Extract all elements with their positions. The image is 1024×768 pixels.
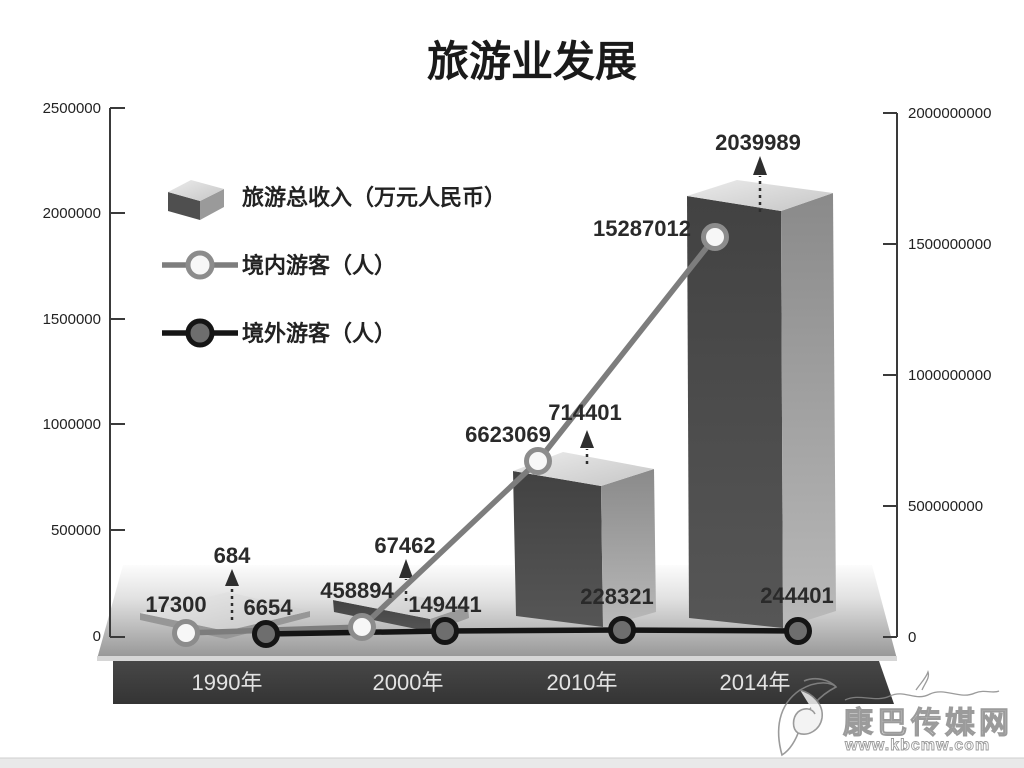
legend-bar-swatch-icon: [168, 180, 224, 220]
left-tick-1500000: 1500000: [43, 311, 101, 328]
right-axis: [883, 112, 898, 638]
bar-2000-top: [333, 588, 468, 619]
legend-foreign-marker-icon: [185, 318, 215, 348]
right-tick-0: 0: [908, 629, 916, 646]
foreign-label-2010: 228321: [580, 584, 653, 609]
domestic-label-2014: 15287012: [593, 216, 691, 241]
right-tick-1500000000: 1500000000: [908, 236, 991, 253]
domestic-marker-2010: [524, 447, 552, 475]
left-tick-500000: 500000: [51, 522, 101, 539]
domestic-label-2010: 6623069: [465, 422, 551, 447]
arrow-head-2010-icon: [580, 430, 594, 448]
watermark-logo-icon: [777, 669, 1000, 757]
domestic-marker-2014: [701, 223, 729, 251]
bar-2010-side: [601, 469, 656, 627]
bar-2000-front: [333, 600, 431, 632]
revenue-label-2000: 67462: [374, 533, 435, 558]
left-tick-2000000: 2000000: [43, 205, 101, 222]
right-axis-tick-labels: 2000000000 1500000000 1000000000 5000000…: [908, 105, 991, 646]
arrow-head-2000-icon: [399, 559, 413, 578]
left-tick-1000000: 1000000: [43, 416, 101, 433]
foreign-label-2014: 244401: [760, 583, 833, 608]
left-axis: [109, 107, 125, 638]
foreign-marker-1990: [252, 620, 280, 648]
x-axis-label-1990: 1990年: [192, 670, 263, 695]
domestic-marker-1990: [172, 619, 200, 647]
x-axis-labels: 1990年 2000年 2010年 2014年: [192, 670, 791, 695]
foreign-marker-2014: [784, 617, 812, 645]
watermark-brand: 康巴传媒网: [843, 706, 1013, 740]
watermark-url: www.kbcmw.com: [844, 737, 990, 754]
bar-2010-front: [513, 471, 603, 627]
legend-domestic-marker-icon: [185, 250, 215, 280]
domestic-visitor-markers: [172, 223, 729, 647]
bar-pointer-stems: [230, 176, 762, 620]
data-labels: 684 67462 714401 2039989 17300 458894 66…: [145, 130, 833, 620]
right-tick-1000000000: 1000000000: [908, 367, 991, 384]
left-tick-2500000: 2500000: [43, 100, 101, 117]
revenue-label-1990: 684: [214, 543, 251, 568]
foreign-marker-2010: [608, 616, 636, 644]
x-axis-band: [113, 661, 894, 704]
foreign-visitor-markers: [252, 616, 812, 648]
legend-label-foreign: 境外游客（人）: [242, 321, 396, 346]
legend: 旅游总收入（万元人民币） 境内游客（人） 境外游客（人）: [162, 180, 506, 348]
bar-2014-front: [687, 196, 783, 628]
right-tick-500000000: 500000000: [908, 498, 983, 515]
bar-pointer-heads: [225, 156, 767, 586]
x-axis-label-2014: 2014年: [720, 670, 791, 695]
domestic-label-2000: 458894: [320, 578, 394, 603]
watermark: 康巴传媒网 www.kbcmw.com: [777, 669, 1013, 757]
right-tick-2000000000: 2000000000: [908, 105, 991, 122]
legend-label-revenue: 旅游总收入（万元人民币）: [242, 185, 506, 210]
domestic-marker-2000: [348, 613, 376, 641]
foreign-marker-2000: [431, 617, 459, 645]
foreign-label-2000: 149441: [408, 592, 481, 617]
chart-title: 旅游业发展: [427, 38, 637, 85]
foreign-label-1990: 6654: [244, 595, 294, 620]
x-axis-label-2010: 2010年: [547, 670, 618, 695]
left-axis-tick-labels: 2500000 2000000 1500000 1000000 500000 0: [43, 100, 101, 645]
domestic-label-1990: 17300: [145, 592, 206, 617]
legend-label-domestic: 境内游客（人）: [242, 253, 396, 278]
revenue-label-2010: 714401: [548, 400, 621, 425]
floor-front-edge: [97, 656, 897, 661]
bottom-strip: [0, 758, 1024, 768]
arrow-head-1990-icon: [225, 569, 239, 586]
revenue-label-2014: 2039989: [715, 130, 801, 155]
bar-2014-side: [781, 193, 836, 628]
left-tick-0: 0: [93, 628, 101, 645]
x-axis-label-2000: 2000年: [373, 670, 444, 695]
arrow-head-2014-icon: [753, 156, 767, 175]
